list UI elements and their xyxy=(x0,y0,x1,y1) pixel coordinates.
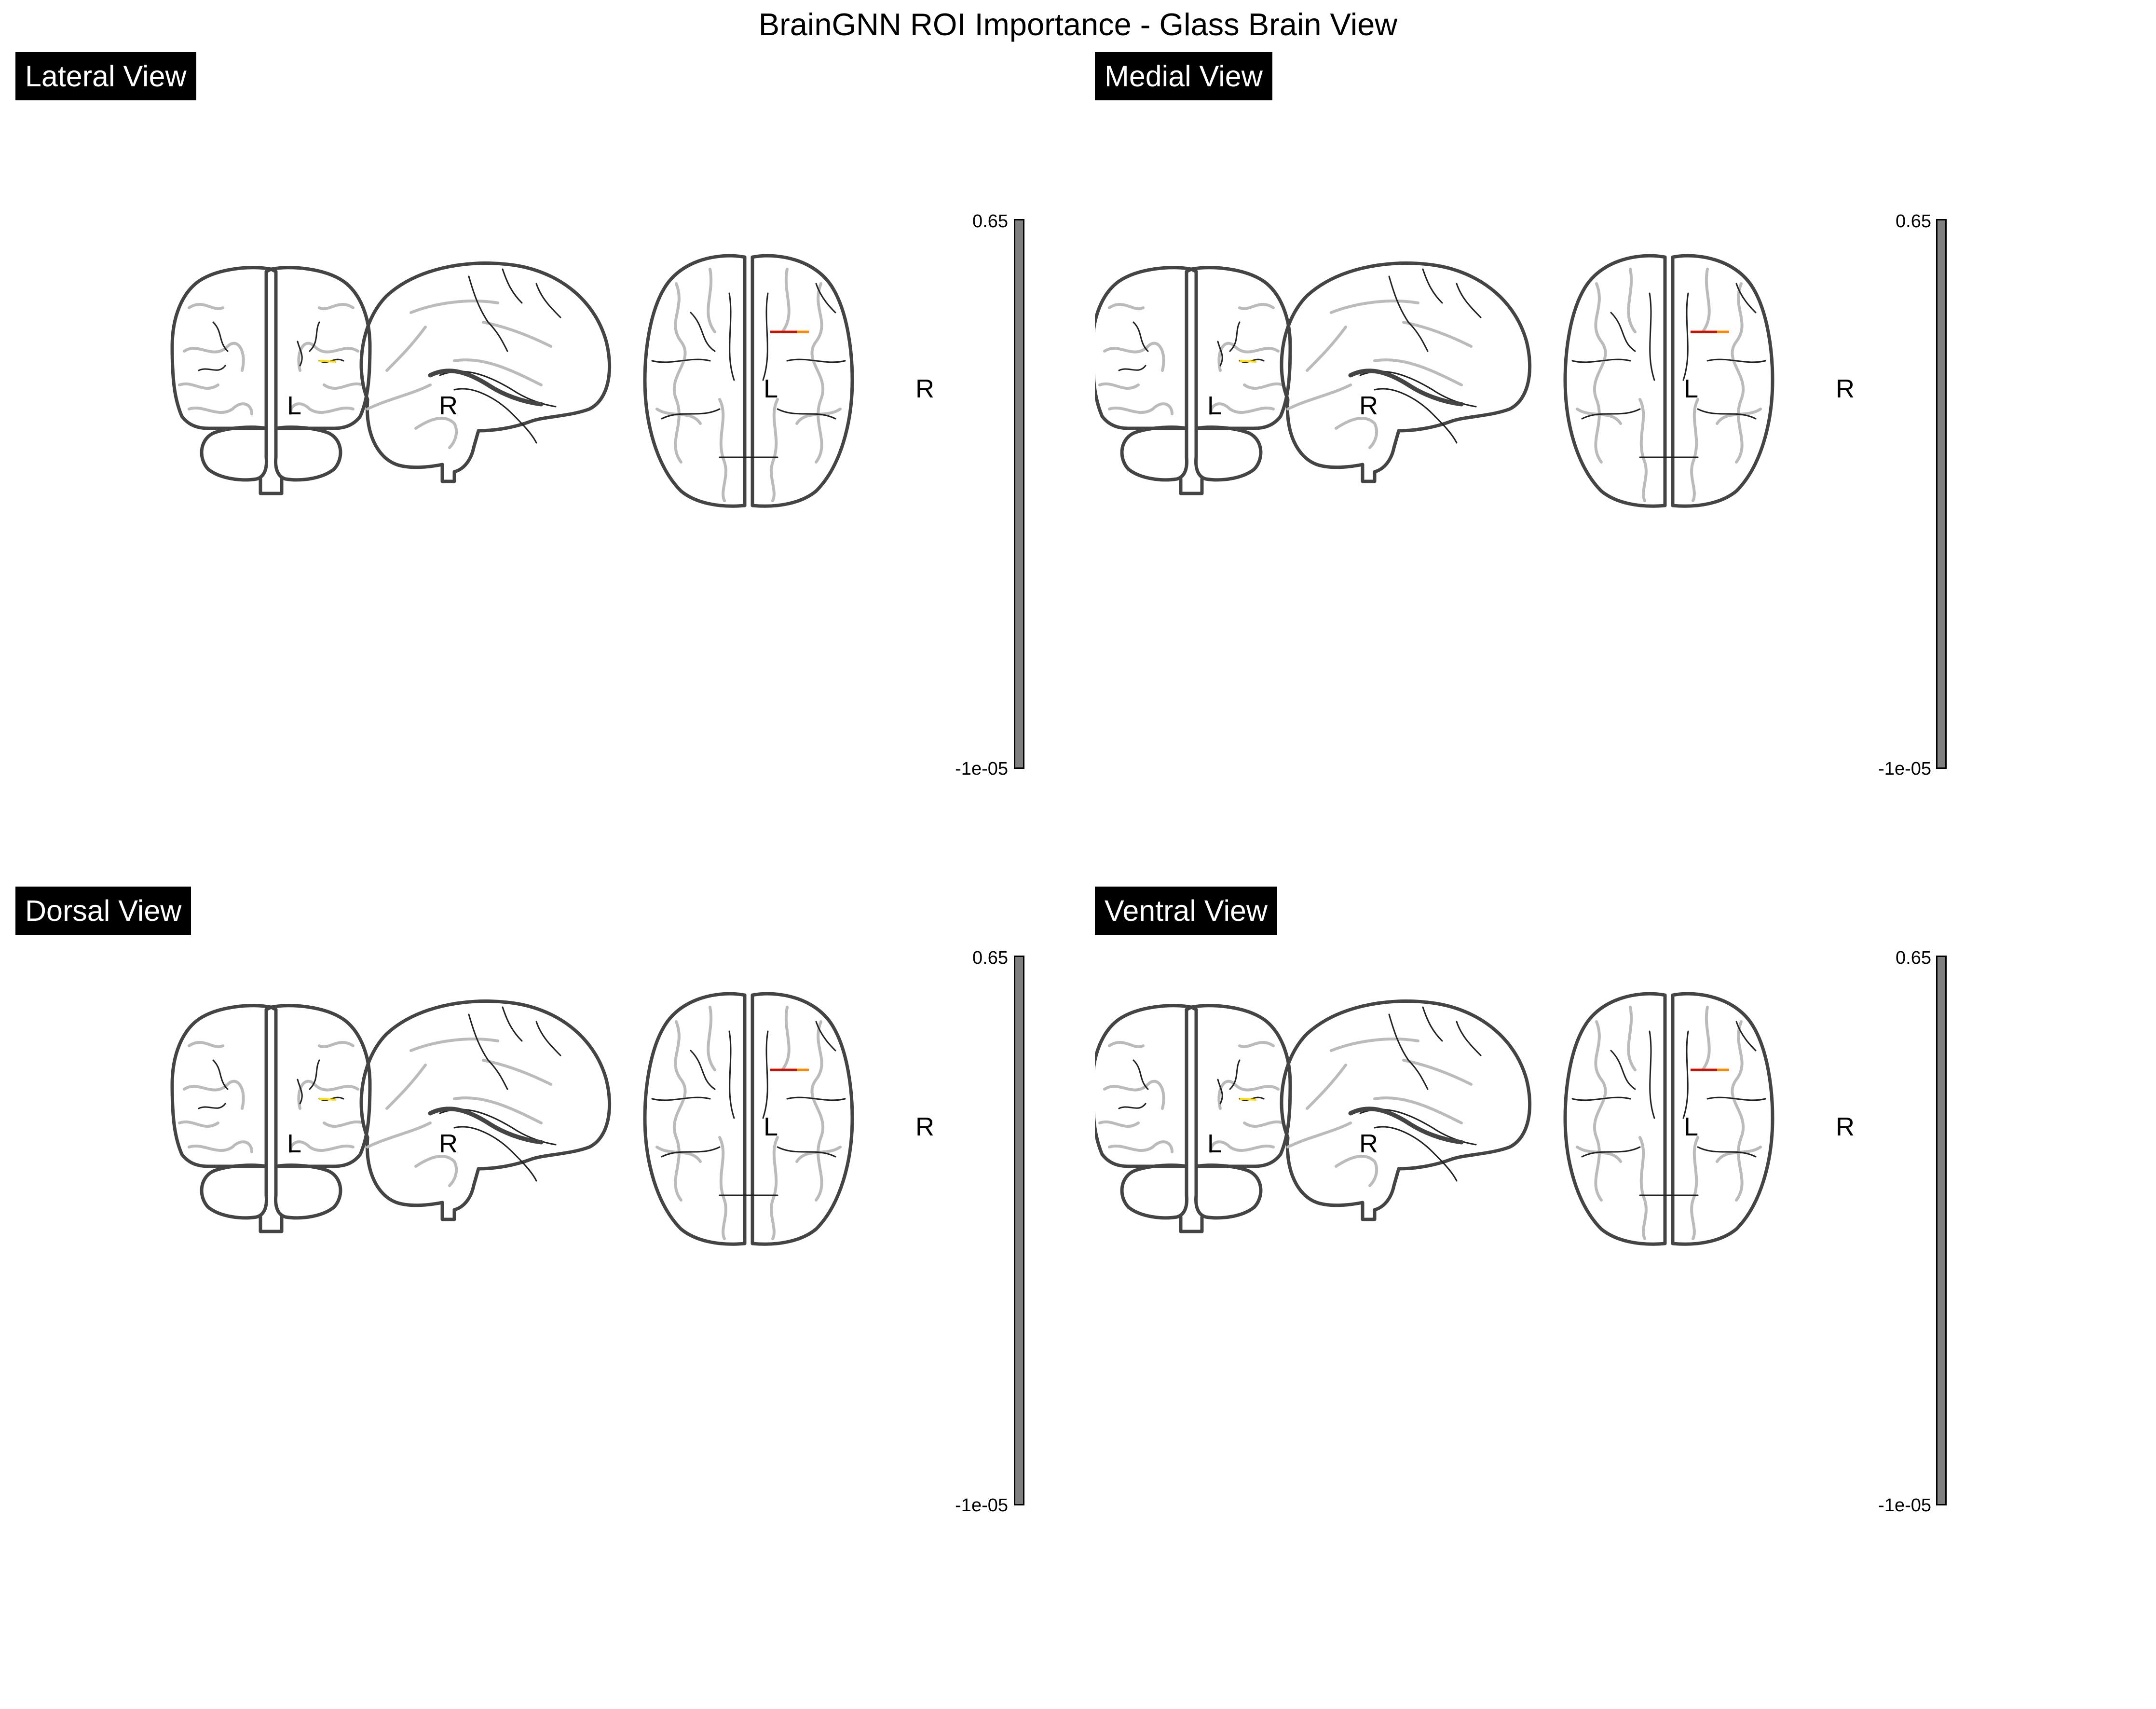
orientation-left-label: L xyxy=(1207,391,1222,420)
orientation-left-label: L xyxy=(287,1129,301,1158)
axial-brain-projection xyxy=(1563,254,1774,508)
orientation-left-label: L xyxy=(1207,1129,1222,1158)
colorbar-max-label: 0.65 xyxy=(1896,211,1931,232)
coronal-brain-projection xyxy=(170,1004,372,1233)
glass-brain-projections: L R L R xyxy=(1095,992,1855,1246)
figure-title: BrainGNN ROI Importance - Glass Brain Vi… xyxy=(758,7,1398,42)
orientation-right-label: R xyxy=(1359,391,1378,420)
orientation-left-label: L xyxy=(1684,1112,1698,1141)
orientation-right-label: R xyxy=(439,391,458,420)
orientation-right-label: R xyxy=(1359,1129,1378,1158)
glass-brain-projections: L R L R xyxy=(1095,254,1855,508)
axial-brain-projection xyxy=(1563,992,1774,1246)
sagittal-brain-projection xyxy=(1280,999,1532,1221)
colorbar xyxy=(1936,956,1947,1505)
axial-brain-projection xyxy=(643,992,854,1246)
orientation-left-label: L xyxy=(764,374,778,403)
orientation-left-label: L xyxy=(1684,374,1698,403)
axial-brain-projection xyxy=(643,254,854,508)
colorbar-min-label: -1e-05 xyxy=(1878,1495,1931,1516)
orientation-left-label: L xyxy=(764,1112,778,1141)
orientation-right-label: R xyxy=(1836,1112,1855,1141)
glass-brain-projections: L R L R xyxy=(170,992,934,1246)
coronal-brain-projection xyxy=(1095,1004,1292,1233)
colorbar-max-label: 0.65 xyxy=(1896,948,1931,968)
sagittal-brain-projection xyxy=(359,261,612,483)
coronal-brain-projection xyxy=(1095,266,1292,495)
panel-medial-view: Medial View L R L R 0.65 -1e-05 xyxy=(1095,52,2156,872)
colorbar-min-label: -1e-05 xyxy=(955,1495,1008,1516)
panel-label: Lateral View xyxy=(15,52,196,100)
panel-dorsal-view: Dorsal View L R L R 0.65 -1e-05 xyxy=(15,887,1091,1707)
orientation-right-label: R xyxy=(1836,374,1855,403)
colorbar-max-label: 0.65 xyxy=(972,211,1008,232)
sagittal-brain-projection xyxy=(359,999,612,1221)
panel-ventral-view: Ventral View L R L R 0.65 -1e-05 xyxy=(1095,887,2156,1707)
panel-lateral-view: Lateral View L R L R 0.65 -1e-05 xyxy=(15,52,1091,872)
colorbar xyxy=(1936,219,1947,769)
sagittal-brain-projection xyxy=(1280,261,1532,483)
panel-label: Dorsal View xyxy=(15,887,191,935)
colorbar xyxy=(1014,956,1024,1505)
panel-label: Medial View xyxy=(1095,52,1272,100)
colorbar-max-label: 0.65 xyxy=(972,948,1008,968)
orientation-right-label: R xyxy=(439,1129,458,1158)
orientation-right-label: R xyxy=(915,374,934,403)
panel-label: Ventral View xyxy=(1095,887,1277,935)
orientation-right-label: R xyxy=(915,1112,934,1141)
colorbar-min-label: -1e-05 xyxy=(1878,759,1931,779)
glass-brain-projections: L R L R xyxy=(170,254,934,508)
orientation-left-label: L xyxy=(287,391,301,420)
colorbar-min-label: -1e-05 xyxy=(955,759,1008,779)
coronal-brain-projection xyxy=(170,266,372,495)
colorbar xyxy=(1014,219,1024,769)
